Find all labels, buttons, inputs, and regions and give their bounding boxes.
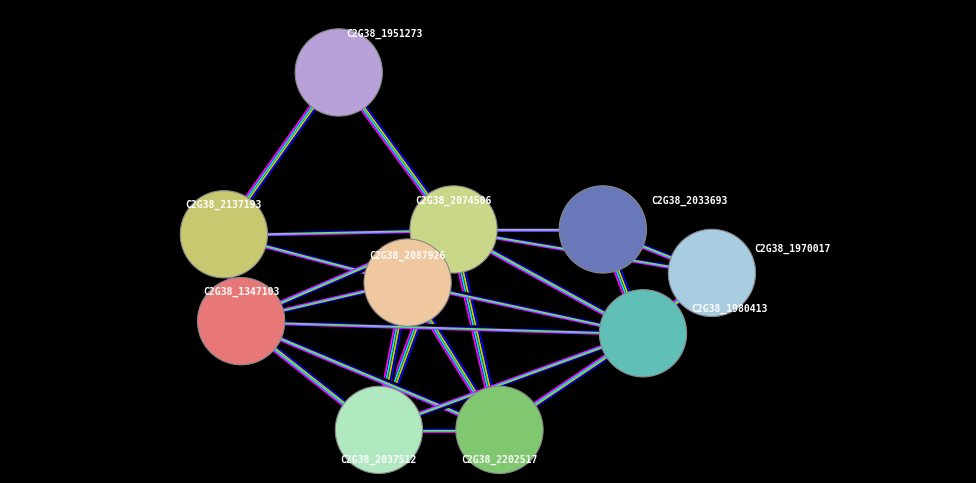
Text: C2G38_2137193: C2G38_2137193 xyxy=(185,200,263,211)
Text: C2G38_2037512: C2G38_2037512 xyxy=(341,455,417,465)
Ellipse shape xyxy=(456,386,543,473)
Text: C2G38_1980413: C2G38_1980413 xyxy=(691,304,767,314)
Ellipse shape xyxy=(181,191,267,278)
Text: C2G38_2202517: C2G38_2202517 xyxy=(462,455,538,465)
Text: C2G38_1970017: C2G38_1970017 xyxy=(754,243,831,254)
Text: C2G38_2074506: C2G38_2074506 xyxy=(416,195,492,206)
Ellipse shape xyxy=(364,239,451,326)
Ellipse shape xyxy=(599,290,687,377)
Ellipse shape xyxy=(559,186,646,273)
Ellipse shape xyxy=(336,386,423,473)
Ellipse shape xyxy=(197,278,285,365)
Ellipse shape xyxy=(295,29,383,116)
Text: C2G38_2033693: C2G38_2033693 xyxy=(651,195,727,206)
Ellipse shape xyxy=(410,186,497,273)
Ellipse shape xyxy=(669,229,755,316)
Text: C2G38_2087926: C2G38_2087926 xyxy=(370,251,446,261)
Text: C2G38_1951273: C2G38_1951273 xyxy=(346,28,423,39)
Text: C2G38_1347103: C2G38_1347103 xyxy=(203,287,279,298)
